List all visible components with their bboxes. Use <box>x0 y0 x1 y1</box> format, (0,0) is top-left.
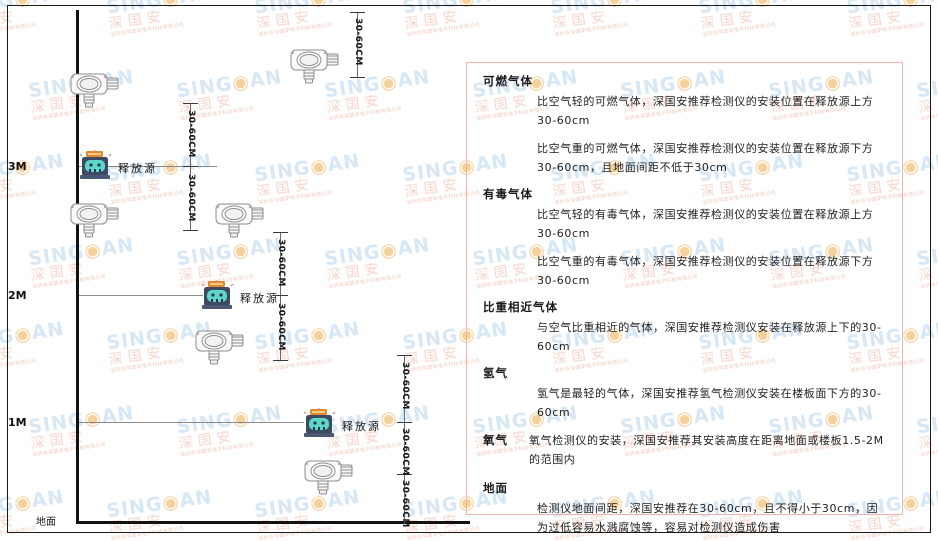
guideline-section: 氢气氢气是最轻的气体，深国安推荐氢气检测仪安装在楼板面下方的30-60cm <box>481 365 888 422</box>
dimension-line <box>404 355 405 524</box>
dimension-tick <box>273 232 288 233</box>
y-axis <box>76 10 79 524</box>
ground-label: 地面 <box>36 517 56 528</box>
gas-detector-icon <box>66 68 122 110</box>
y-label-2m: 2M <box>8 289 27 302</box>
dimension-text: 30-60CM <box>186 110 196 158</box>
release-source-label: 释放源 <box>118 162 157 175</box>
gas-detector-icon <box>286 44 342 86</box>
guideline-paragraph: 氢气是最轻的气体，深国安推荐氢气检测仪安装在楼板面下方的30-60cm <box>537 387 882 419</box>
dimension-tick <box>350 12 365 13</box>
guideline-section-heading: 比重相近气体 <box>483 300 558 314</box>
guideline-section: 地面检测仪地面间距，深国安推荐在30-60cm，且不得小于30cm，因为过低容易… <box>481 480 888 537</box>
dimension-text: 30-60CM <box>276 303 286 351</box>
release-source-label: 释放源 <box>240 292 279 305</box>
release-source-icon <box>78 150 114 180</box>
guideline-section: 氧气 氧气检测仪的安装，深国安推荐其安装高度在距离地面或楼板1.5-2M的范围内 <box>481 431 888 478</box>
gridline-3m <box>79 166 217 167</box>
guideline-section-heading: 可燃气体 <box>483 74 533 88</box>
dimension-tick <box>273 295 288 296</box>
guideline-section: 可燃气体 比空气轻的可燃气体，深国安推荐检测仪的安装位置在释放源上方30-60cm… <box>481 73 888 177</box>
x-axis-ground <box>76 521 470 524</box>
guideline-section: 有毒气体 比空气轻的有毒气体，深国安推荐检测仪的安装位置在释放源上方30-60cm… <box>481 186 888 290</box>
guideline-paragraph: 比空气轻的可燃气体，深国安推荐检测仪的安装位置在释放源上方30-60cm <box>537 95 874 127</box>
gas-detector-icon <box>211 198 267 240</box>
dimension-line <box>280 232 281 360</box>
dimension-tick <box>397 422 412 423</box>
dimension-text: 30-60CM <box>186 174 196 222</box>
dimension-line <box>357 12 358 77</box>
dimension-tick <box>350 77 365 78</box>
guideline-paragraph: 比空气轻的有毒气体，深国安推荐检测仪的安装位置在释放源上方30-60cm <box>537 208 874 240</box>
release-source-icon <box>200 280 236 310</box>
guideline-paragraph: 氧气检测仪的安装，深国安推荐其安装高度在距离地面或楼板1.5-2M的范围内 <box>529 434 884 466</box>
guideline-section: 比重相近气体与空气比重相近的气体，深国安推荐检测仪安装在释放源上下的30-60c… <box>481 299 888 356</box>
dimension-text: 30-60CM <box>353 18 363 66</box>
guideline-section-heading: 地面 <box>483 481 508 495</box>
dimension-text: 30-60CM <box>276 239 286 287</box>
dimension-text: 30-60CM <box>400 428 410 476</box>
dimension-text: 30-60CM <box>400 362 410 410</box>
dimension-text: 30-60CM <box>400 480 410 528</box>
dimension-tick <box>183 230 198 231</box>
gas-detector-icon <box>66 198 122 240</box>
release-source-icon <box>302 408 338 438</box>
guideline-paragraph: 比空气重的有毒气体，深国安推荐检测仪的安装位置在释放源下方30-60cm <box>537 255 874 287</box>
gas-detector-icon <box>300 455 356 497</box>
dimension-tick <box>183 103 198 104</box>
guideline-paragraph: 检测仪地面间距，深国安推荐在30-60cm，且不得小于30cm，因为过低容易水溅… <box>537 502 879 534</box>
guideline-section-heading: 有毒气体 <box>483 187 533 201</box>
dimension-tick <box>397 474 412 475</box>
release-source-label: 释放源 <box>342 420 381 433</box>
installation-guidelines-panel: 可燃气体 比空气轻的可燃气体，深国安推荐检测仪的安装位置在释放源上方30-60cm… <box>466 62 903 534</box>
y-label-3m: 3M <box>8 160 27 173</box>
guideline-paragraph: 比空气重的可燃气体，深国安推荐检测仪的安装位置在释放源下方30-60cm，且地面… <box>537 142 874 174</box>
gas-detector-icon <box>191 325 247 367</box>
y-label-1m: 1M <box>8 416 27 429</box>
dimension-tick <box>273 360 288 361</box>
gridline-1m <box>79 422 304 423</box>
dimension-tick <box>397 355 412 356</box>
gridline-2m <box>79 295 203 296</box>
guideline-paragraph: 与空气比重相近的气体，深国安推荐检测仪安装在释放源上下的30-60cm <box>537 321 882 353</box>
guideline-section-heading: 氢气 <box>483 366 508 380</box>
guideline-section-heading: 氧气 <box>483 433 508 447</box>
diagram-frame <box>7 5 931 533</box>
dimension-tick <box>183 166 198 167</box>
